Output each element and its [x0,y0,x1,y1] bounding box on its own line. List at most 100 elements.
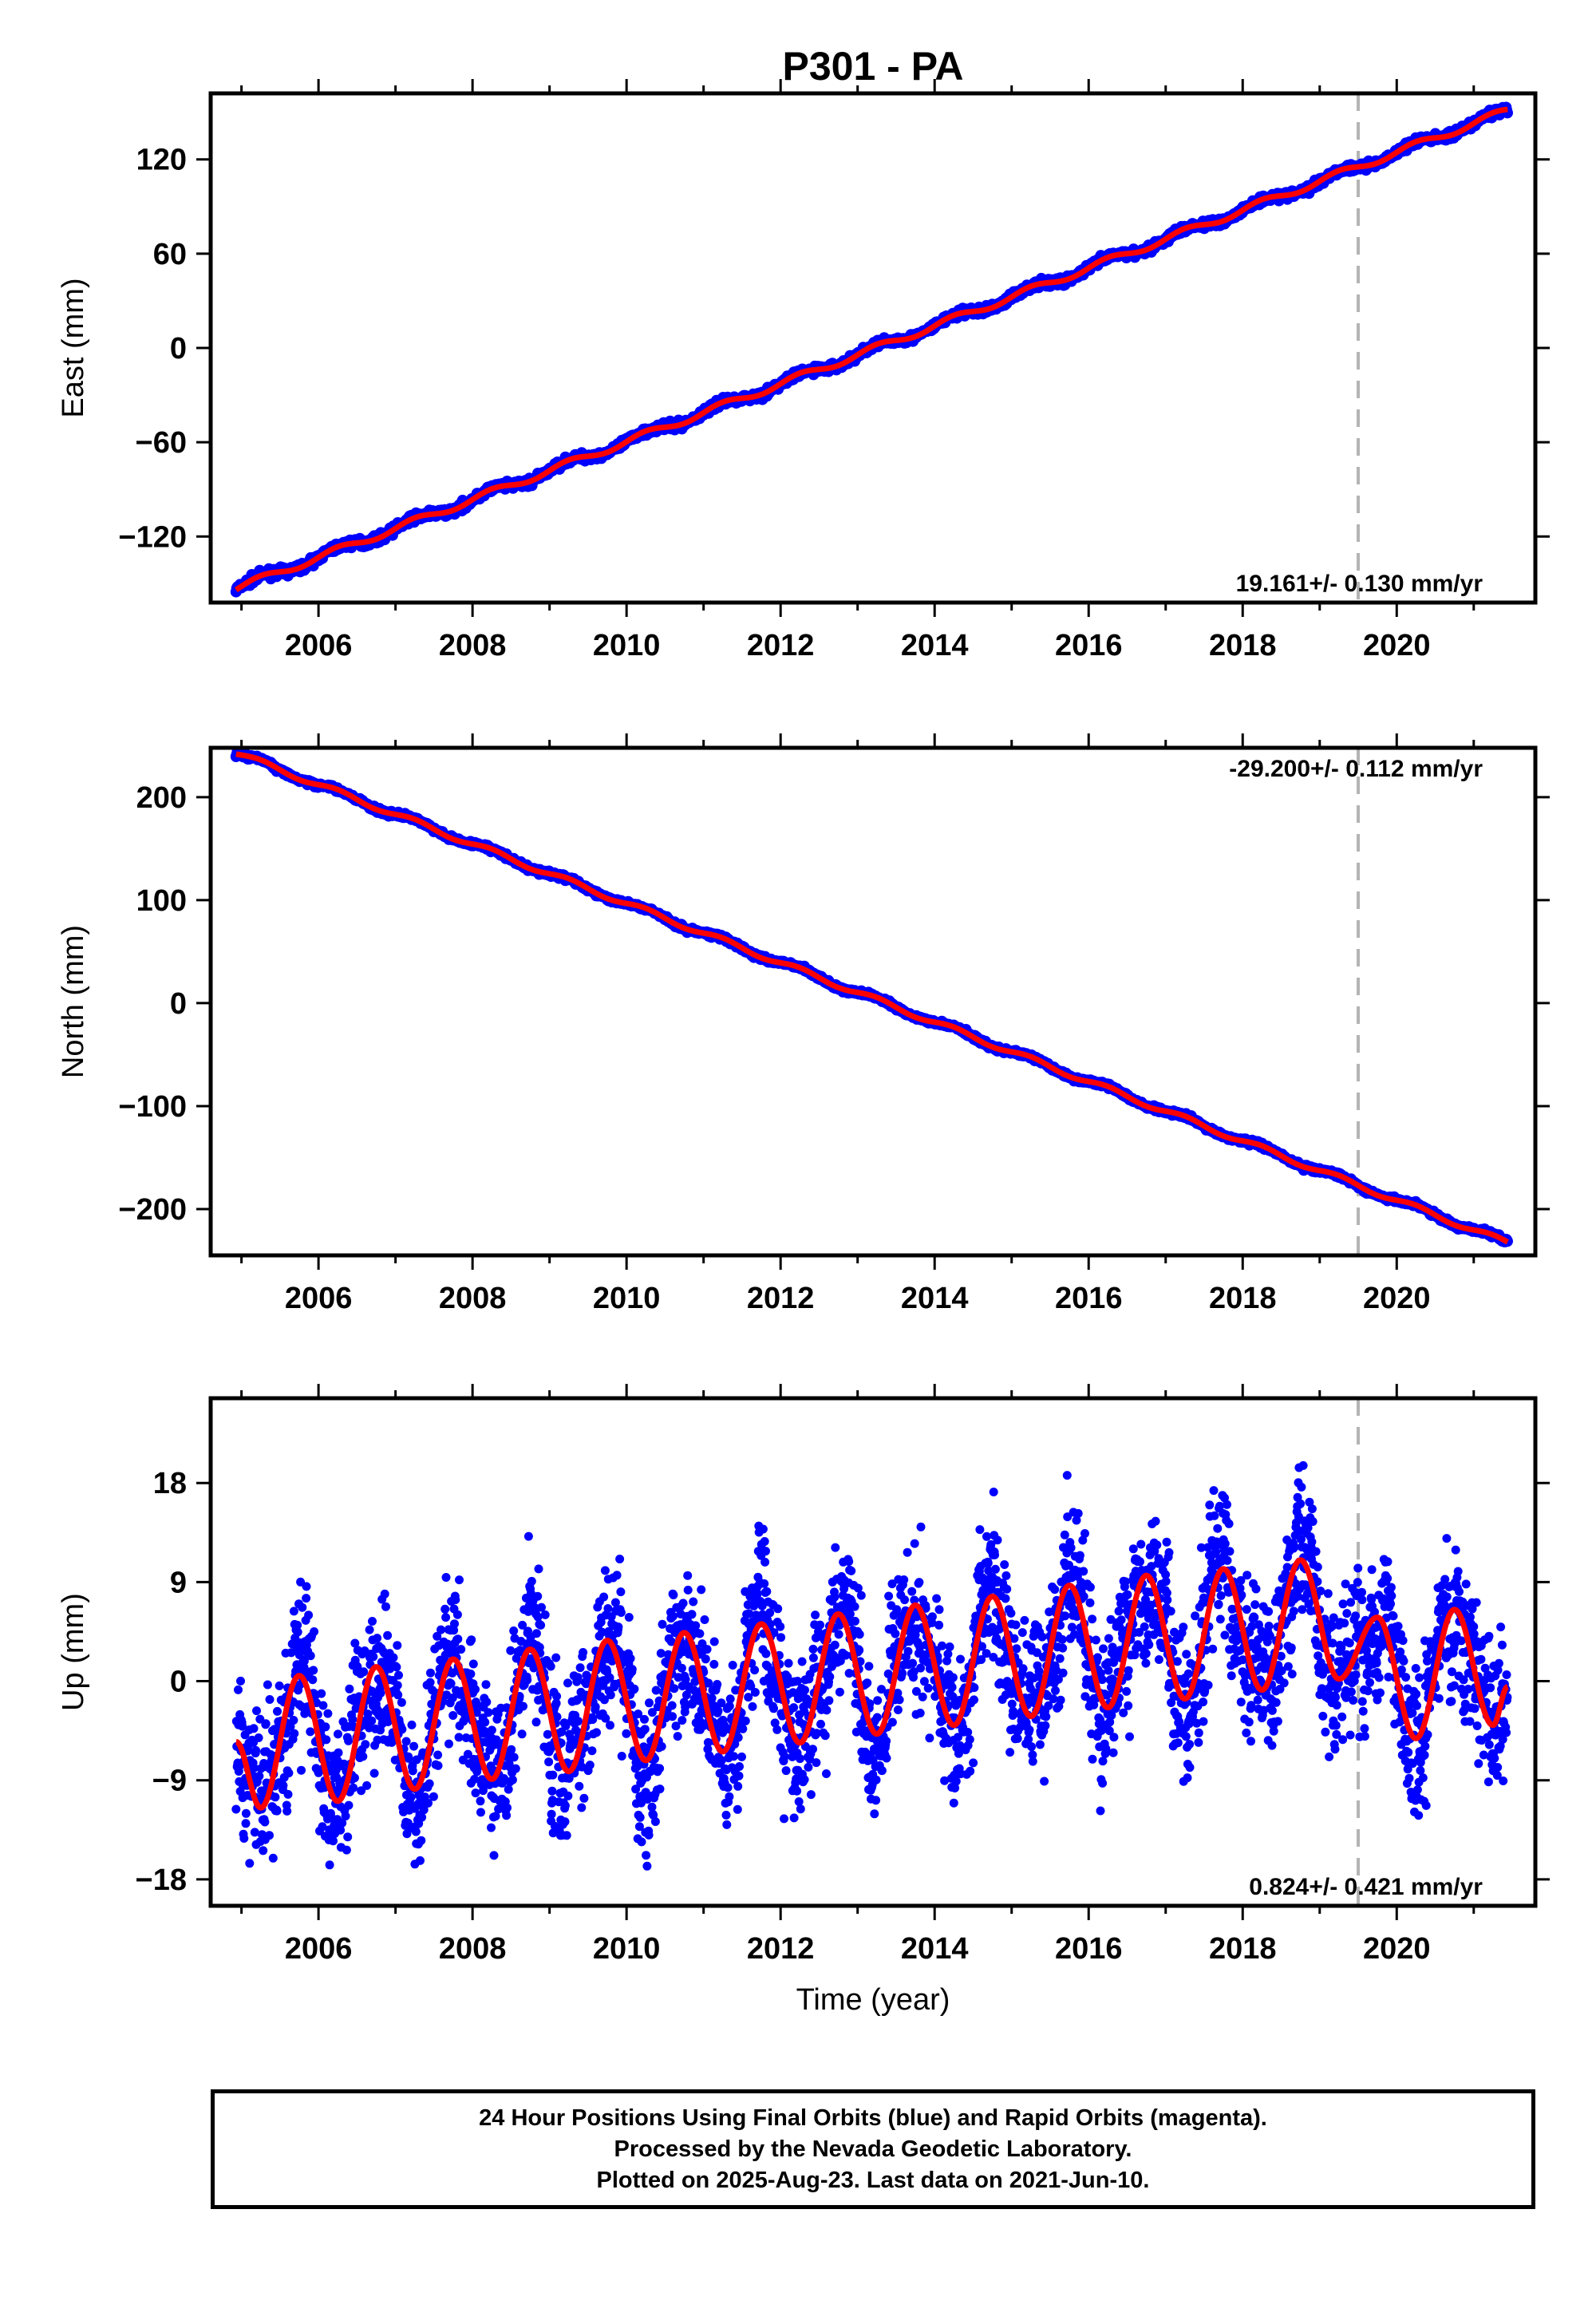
data-point [368,1617,377,1626]
rate-label-east: 19.161+/- 0.130 mm/yr [1236,571,1483,597]
data-point [476,1796,485,1806]
y-tick-label: 60 [153,238,187,271]
data-point [345,1684,354,1694]
y-tick-label: −200 [118,1193,187,1227]
data-point [417,1836,426,1845]
x-tick-label: 2006 [285,629,353,662]
data-point [466,1670,476,1678]
data-point [551,1653,561,1662]
data-point [309,1666,318,1675]
data-point [358,1752,368,1761]
data-point [437,1625,445,1634]
data-point [341,1812,350,1821]
data-point [392,1662,401,1672]
x-tick-label: 2012 [747,629,815,662]
data-point [252,1706,261,1716]
data-point [369,1769,379,1778]
x-tick-label: 2020 [1363,629,1431,662]
data-point [251,1745,261,1755]
data-point [563,1791,573,1800]
data-point [265,1695,275,1704]
data-points-up [231,1460,1512,1871]
data-point [451,1595,460,1604]
data-point [563,1678,572,1688]
x-tick-label: 2008 [439,629,507,662]
data-point [509,1753,519,1762]
data-point [342,1845,351,1855]
data-point [279,1780,288,1790]
data-point [318,1701,328,1710]
data-point [369,1652,378,1662]
data-point [380,1589,389,1599]
data-point [273,1706,282,1716]
data-point [425,1779,434,1788]
data-point [249,1724,259,1733]
data-point [450,1619,459,1629]
y-tick-label: −60 [136,426,187,460]
panel-north: 2006 2008 2010 2012 2014 2016 2018 2020−200−100… [57,733,1550,1315]
data-point [481,1680,491,1690]
data-point [234,1685,243,1694]
data-point [408,1766,417,1776]
data-point [393,1681,402,1690]
data-point [407,1720,417,1729]
y-tick-label: 200 [136,781,187,815]
data-point [389,1653,398,1662]
data-point [547,1786,557,1796]
data-point [440,1604,450,1614]
x-tick-label: 2008 [439,1282,507,1315]
data-point [409,1741,419,1751]
data-point [284,1769,294,1778]
data-point [482,1697,492,1707]
y-tick-label: −100 [118,1090,187,1124]
data-point [471,1685,480,1694]
data-point [317,1689,326,1698]
data-point [444,1739,453,1749]
data-point [411,1827,421,1836]
data-point [453,1634,463,1644]
data-point [508,1775,517,1784]
data-point [406,1792,416,1802]
fit-line-north [234,751,1510,1245]
data-point [236,1676,245,1686]
data-point [383,1630,393,1640]
data-point [259,1846,268,1856]
data-point [308,1675,318,1685]
data-point [540,1610,550,1619]
data-point [362,1780,372,1790]
data-point [365,1625,374,1634]
data-point [537,1603,546,1612]
rate-label-north: -29.200+/- 0.112 mm/yr [1229,756,1483,782]
data-point [534,1564,543,1574]
data-point [282,1806,292,1816]
y-axis-label-east: East (mm) [57,278,90,417]
data-point [504,1784,513,1794]
x-tick-label: 2006 [285,1282,353,1315]
data-point [487,1725,496,1735]
data-point [272,1806,282,1816]
data-point [289,1716,298,1725]
x-tick-label: 2016 [1055,1282,1123,1315]
data-point [359,1667,369,1677]
data-point [433,1761,443,1770]
x-tick-label: 2012 [747,1282,815,1315]
data-point [271,1792,280,1802]
data-point [467,1635,476,1645]
data-point [519,1701,527,1711]
data-point [293,1627,302,1637]
data-point [394,1670,403,1680]
data-point [552,1692,562,1701]
x-tick-label: 2010 [593,629,661,662]
data-point [290,1729,299,1738]
data-point [480,1717,490,1727]
data-point [265,1831,274,1840]
data-point [268,1853,278,1863]
data-point [468,1659,478,1669]
data-point [322,1735,331,1745]
data-point [547,1809,556,1819]
data-point [523,1675,532,1685]
data-point [241,1808,251,1818]
data-point [455,1575,464,1585]
data-point [376,1689,385,1697]
